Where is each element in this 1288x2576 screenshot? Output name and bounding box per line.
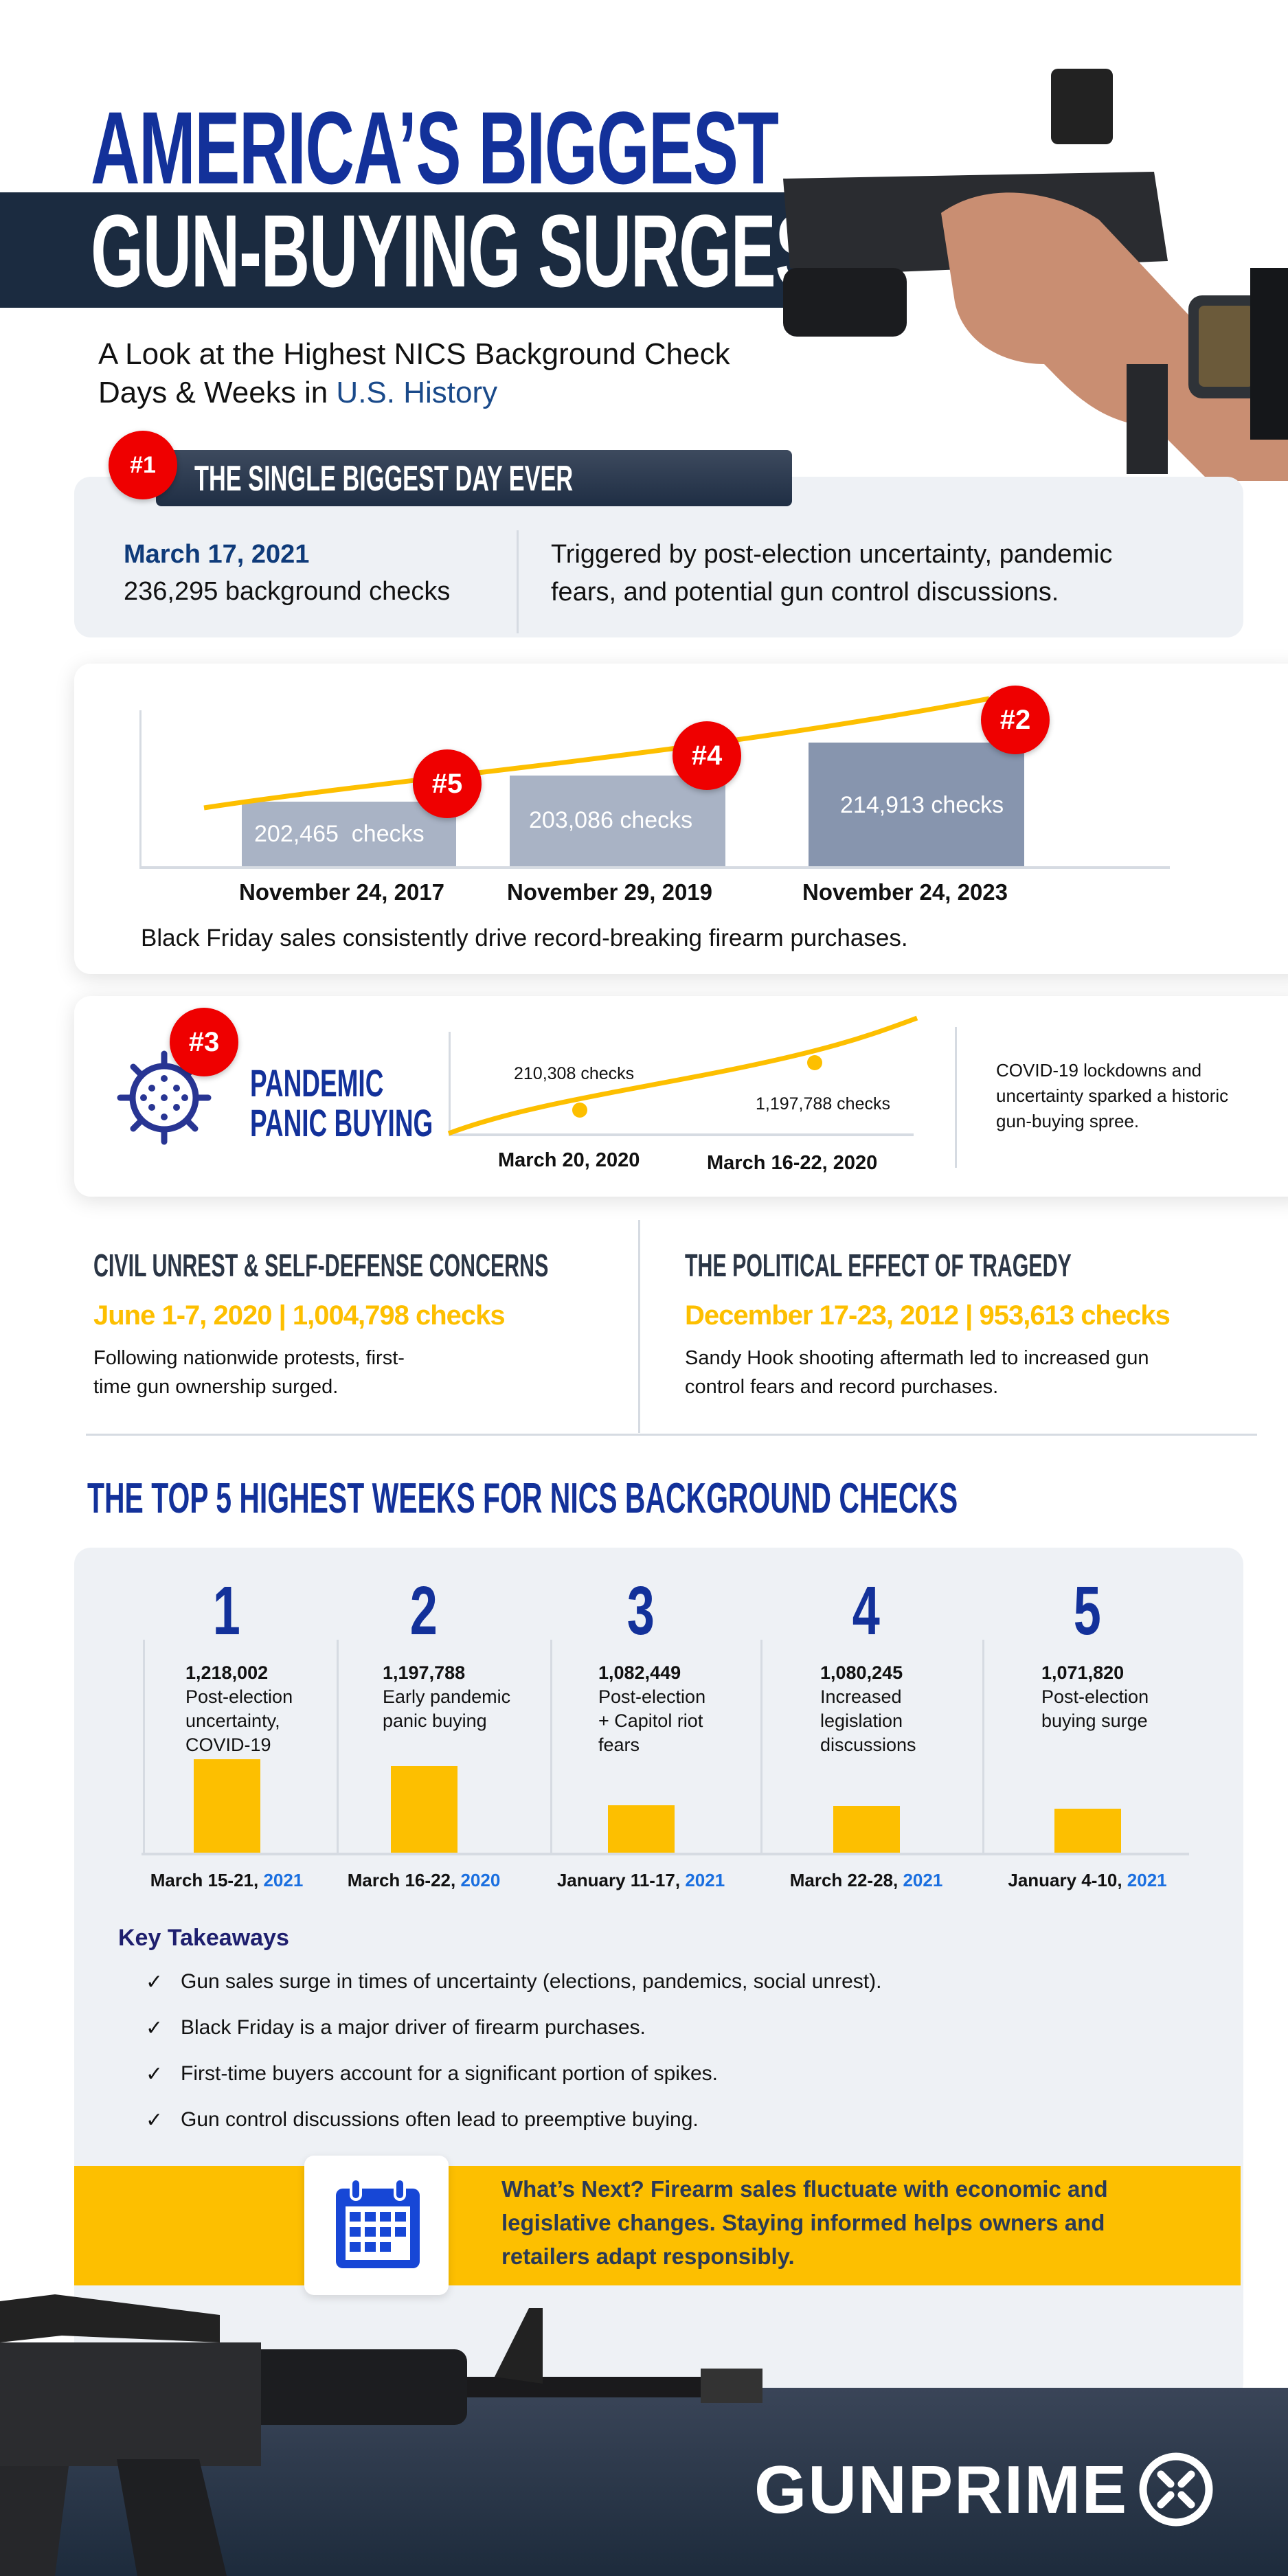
highlight: December 17-23, 2012 | 953,613 checks xyxy=(685,1300,1171,1331)
week-bar xyxy=(608,1805,675,1853)
rank-number: 3 xyxy=(626,1572,655,1649)
bar-2017: 202,465 checks xyxy=(242,802,456,866)
bar-2019: 203,086 checks xyxy=(510,776,725,866)
column-divider xyxy=(638,1220,640,1433)
tragedy-section: THE POLITICAL EFFECT OF TRAGEDY December… xyxy=(685,1248,1271,1401)
whats-next-band xyxy=(74,2166,1241,2285)
takeaway-item: ✓ First-time buyers account for a signifi… xyxy=(146,2062,718,2086)
data-point xyxy=(807,1055,822,1070)
biggest-day-date: March 17, 2021 xyxy=(124,540,310,569)
week-details: 1,080,245 Increased legislation discussions xyxy=(820,1662,916,1755)
column-divider xyxy=(550,1640,552,1854)
point-label: 210,308 checks xyxy=(514,1064,635,1083)
pandemic-description: COVID-19 lockdowns and uncertainty sparke… xyxy=(996,1060,1229,1131)
week-bar xyxy=(391,1766,457,1853)
section-bottom-line xyxy=(86,1434,1257,1436)
highlight: June 1-7, 2020 | 1,004,798 checks xyxy=(93,1300,506,1331)
x-axis xyxy=(449,1133,914,1136)
pistol-hand-image xyxy=(783,69,1288,481)
column-divider xyxy=(143,1640,145,1854)
subtitle: A Look at the Highest NICS Background Ch… xyxy=(98,337,730,409)
divider xyxy=(955,1027,957,1168)
takeaway-item: ✓ Black Friday is a major driver of firea… xyxy=(146,2016,646,2040)
rank-number: 5 xyxy=(1073,1572,1102,1649)
date-label: March 20, 2020 xyxy=(498,1149,640,1171)
week-bar xyxy=(833,1806,900,1853)
week-bar xyxy=(1054,1809,1121,1853)
rank-badge-5: #5 xyxy=(413,749,482,818)
virus-icon xyxy=(117,1050,212,1145)
week-bar xyxy=(194,1759,260,1853)
rank-number: 1 xyxy=(212,1572,241,1649)
y-axis xyxy=(449,1032,451,1135)
bar-label: 203,086 checks xyxy=(529,807,693,833)
section-heading: CIVIL UNREST & SELF-DEFENSE CONCERNS xyxy=(93,1247,549,1283)
biggest-day-count: 236,295 background checks xyxy=(124,577,451,606)
check-icon: ✓ xyxy=(146,1971,163,1993)
crosshair-logo-icon xyxy=(1139,2452,1213,2527)
point-label: 1,197,788 checks xyxy=(756,1094,890,1114)
data-point xyxy=(572,1103,587,1118)
check-icon: ✓ xyxy=(146,2063,163,2086)
pandemic-trend-line xyxy=(447,1015,918,1136)
column-divider xyxy=(982,1640,984,1854)
divider xyxy=(517,530,519,633)
week-date: January 4-10, 2021 xyxy=(1008,1870,1167,1890)
civil-unrest-section: CIVIL UNREST & SELF-DEFENSE CONCERNS Jun… xyxy=(93,1248,783,1401)
week-date: January 11-17, 2021 xyxy=(556,1870,725,1890)
week-date: March 16-22, 2020 xyxy=(347,1870,501,1890)
column-divider xyxy=(337,1640,339,1854)
date-label: November 24, 2017 xyxy=(239,879,445,905)
rank-number: 4 xyxy=(852,1572,881,1649)
top5-heading: THE TOP 5 HIGHEST WEEKS FOR NICS BACKGRO… xyxy=(87,1475,958,1522)
takeaway-item: ✓ Gun control discussions often lead to p… xyxy=(146,2108,699,2132)
biggest-day-description: Triggered by post-election uncertainty, … xyxy=(551,540,1113,607)
column-divider xyxy=(760,1640,762,1854)
takeaways-heading: Key Takeaways xyxy=(118,1925,289,1951)
rank-badge-3: #3 xyxy=(170,1008,238,1076)
rifle-image xyxy=(0,2294,762,2576)
takeaway-item: ✓ Gun sales surge in times of uncertainty… xyxy=(146,1970,882,1993)
rank-badge-1: #1 xyxy=(109,431,177,499)
whats-next-text: What’s Next? Firearm sales fluctuate wit… xyxy=(501,2176,1108,2269)
rank-badge-2: #2 xyxy=(981,686,1050,754)
week-date: March 15-21, 2021 xyxy=(150,1870,304,1890)
bar-label: 214,913 checks xyxy=(840,792,1004,818)
gunprime-logo: GUNPRIME xyxy=(754,2451,1214,2528)
bar-2023: 214,913 checks xyxy=(809,743,1024,866)
date-label: November 24, 2023 xyxy=(802,879,1008,905)
check-icon: ✓ xyxy=(146,2109,163,2132)
biggest-day-header: THE SINGLE BIGGEST DAY EVER xyxy=(156,450,792,506)
y-axis xyxy=(139,710,142,868)
rank-number: 2 xyxy=(409,1572,438,1649)
bar-label: 202,465 checks xyxy=(254,821,425,847)
page-title-line2: GUN-BUYING SURGES xyxy=(91,193,820,308)
check-icon: ✓ xyxy=(146,2017,163,2040)
date-label: November 29, 2019 xyxy=(507,879,713,905)
week-details: 1,071,820 Post-election buying surge xyxy=(1041,1662,1149,1731)
section-heading: THE POLITICAL EFFECT OF TRAGEDY xyxy=(685,1247,1072,1283)
week-date: March 22-28, 2021 xyxy=(789,1870,943,1890)
title-band xyxy=(0,192,797,308)
black-friday-caption: Black Friday sales consistently drive re… xyxy=(141,925,908,951)
week-details: 1,197,788 Early pandemic panic buying xyxy=(383,1662,511,1731)
x-axis xyxy=(142,1853,1189,1855)
page-title-line1: AMERICA’S BIGGEST xyxy=(91,90,779,205)
calendar-tile xyxy=(304,2156,449,2295)
pandemic-card xyxy=(74,996,1288,1197)
rank-badge-4: #4 xyxy=(673,721,741,790)
week-details: 1,082,449 Post-election + Capitol riot fear… xyxy=(598,1662,706,1755)
trend-line xyxy=(203,696,990,811)
x-axis xyxy=(139,866,1170,869)
week-details: 1,218,002 Post-election uncertainty, COVID-… xyxy=(185,1662,293,1755)
calendar-icon xyxy=(336,2178,420,2268)
date-label: March 16-22, 2020 xyxy=(707,1152,878,1174)
pandemic-title: PANDEMIC PANIC BUYING xyxy=(250,1061,433,1144)
